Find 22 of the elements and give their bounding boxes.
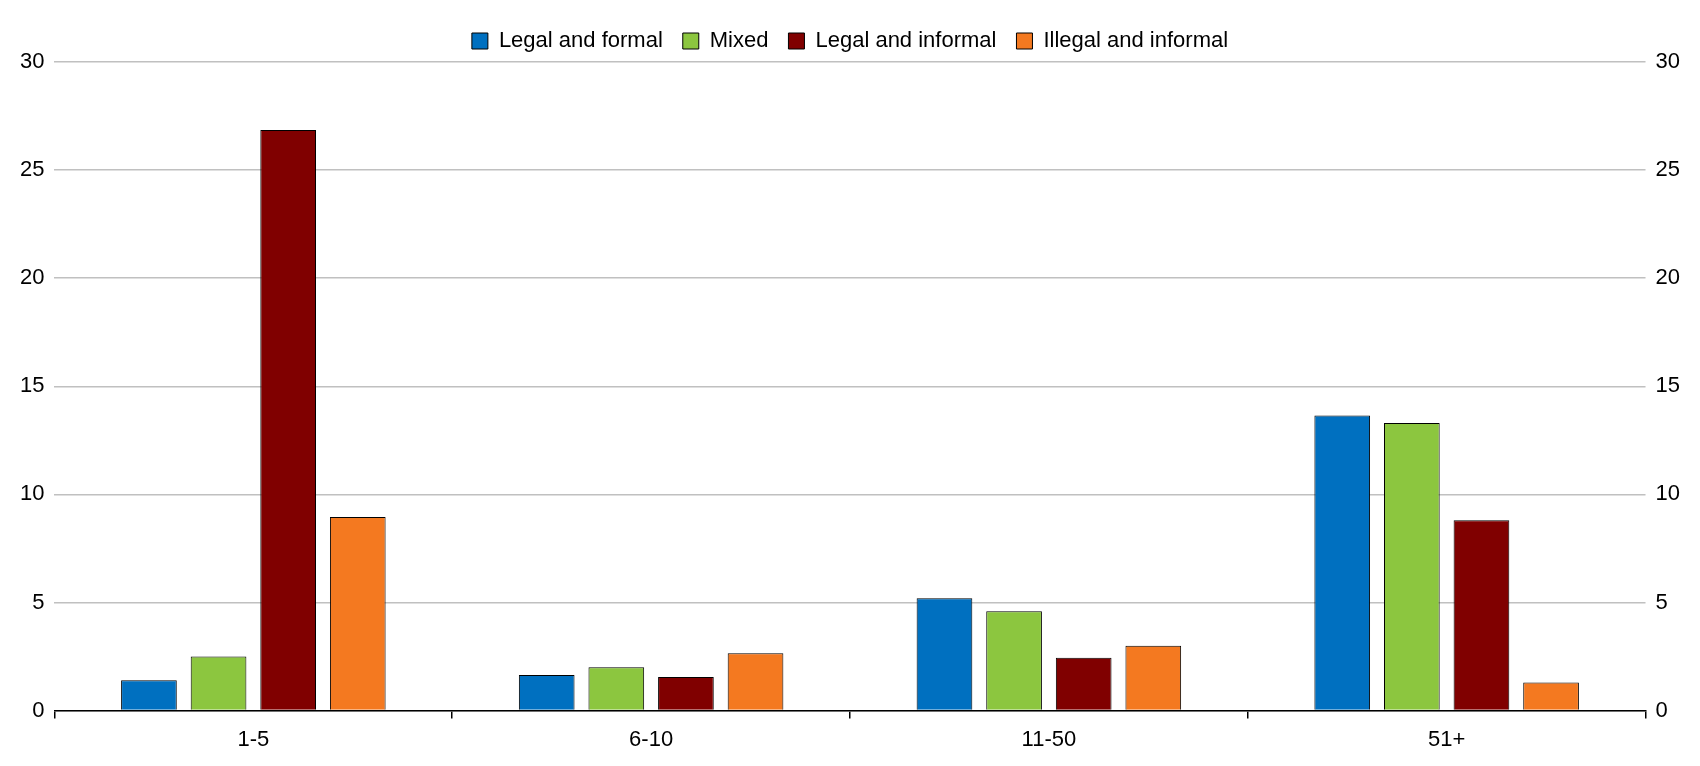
y-tick-label: 15 bbox=[19, 372, 45, 398]
y-tick-label: 30 bbox=[19, 48, 45, 74]
y2-tick-label: 10 bbox=[1655, 480, 1681, 506]
x-tick-label: 51+ bbox=[1427, 725, 1466, 751]
x-tick-label: 6-10 bbox=[629, 725, 674, 751]
y2-tick-label: 15 bbox=[1655, 372, 1681, 398]
x-tick-label: 1-5 bbox=[237, 725, 270, 751]
y-tick-label: 10 bbox=[19, 480, 45, 506]
y-tick-label: 0 bbox=[32, 696, 45, 722]
legend-label: Mixed bbox=[709, 27, 769, 53]
legend-label: Legal and informal bbox=[815, 27, 997, 53]
y-tick-label: 25 bbox=[19, 156, 45, 182]
y-tick-label: 20 bbox=[19, 264, 45, 290]
y2-tick-label: 25 bbox=[1655, 156, 1681, 182]
y2-tick-label: 0 bbox=[1655, 696, 1668, 722]
y2-tick-label: 30 bbox=[1655, 48, 1681, 74]
x-tick-label: 11-50 bbox=[1021, 725, 1077, 751]
legend-label: Illegal and informal bbox=[1043, 27, 1229, 53]
y-tick-label: 5 bbox=[32, 588, 45, 614]
y2-tick-label: 5 bbox=[1655, 588, 1668, 614]
legend-label: Legal and formal bbox=[498, 27, 663, 53]
y2-tick-label: 20 bbox=[1655, 264, 1681, 290]
